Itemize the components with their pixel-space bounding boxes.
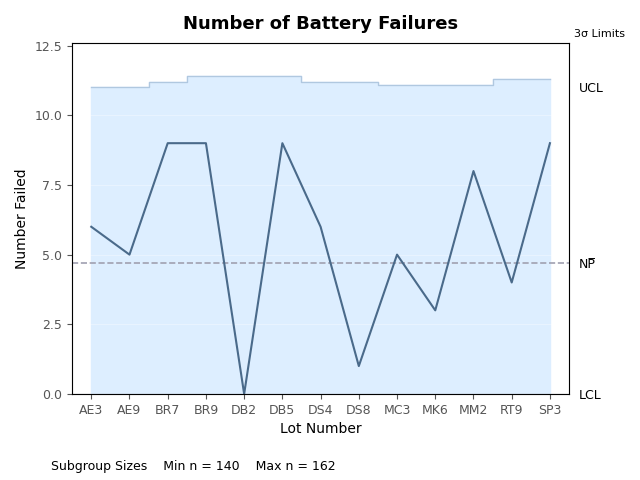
Title: Number of Battery Failures: Number of Battery Failures (183, 15, 458, 33)
X-axis label: Lot Number: Lot Number (280, 422, 362, 436)
Y-axis label: Number Failed: Number Failed (15, 168, 29, 269)
Text: Subgroup Sizes    Min n = 140    Max n = 162: Subgroup Sizes Min n = 140 Max n = 162 (51, 460, 336, 473)
Text: 3σ Limits: 3σ Limits (574, 29, 625, 39)
